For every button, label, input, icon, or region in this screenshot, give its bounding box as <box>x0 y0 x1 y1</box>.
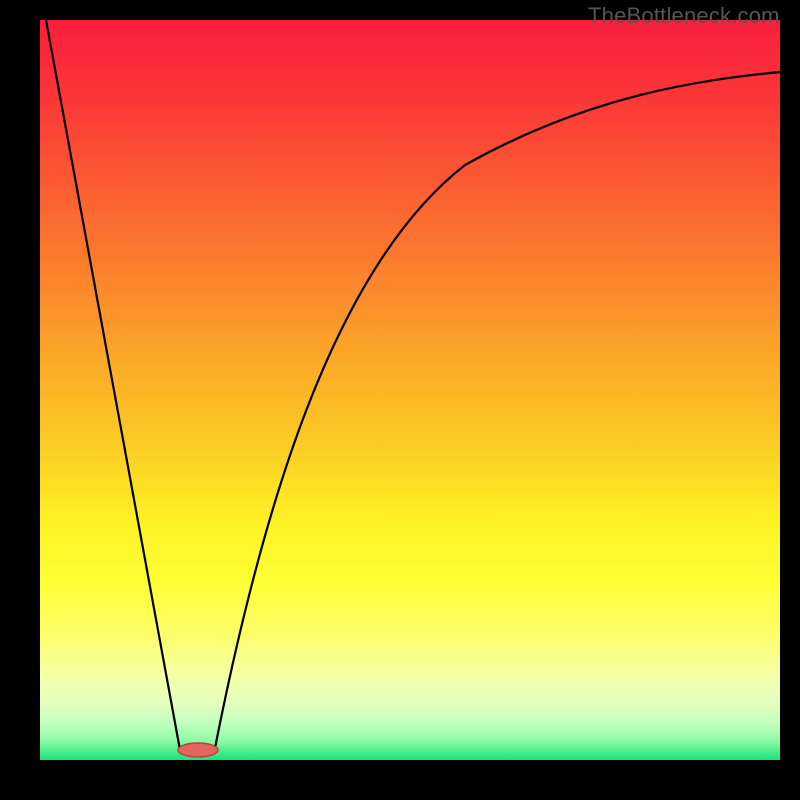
watermark-text: TheBottleneck.com <box>588 3 780 29</box>
plot-gradient <box>40 20 780 760</box>
bottleneck-marker <box>178 743 218 757</box>
